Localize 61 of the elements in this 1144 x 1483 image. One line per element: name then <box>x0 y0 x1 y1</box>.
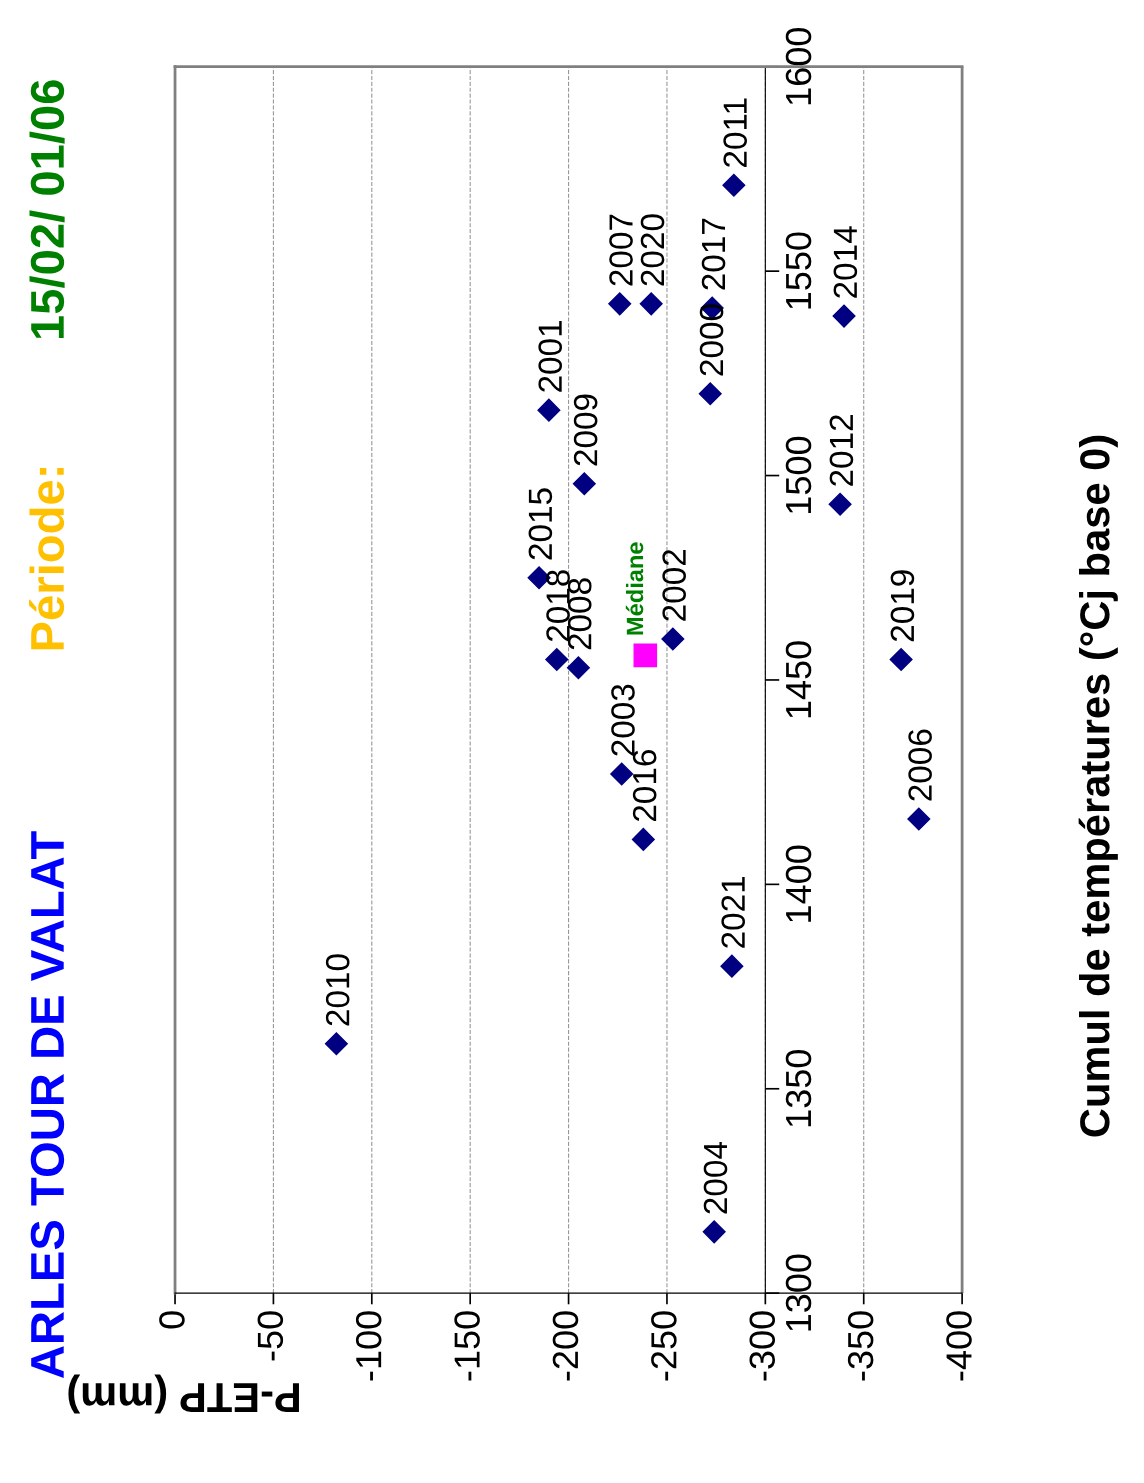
y-axis-title: Cumul de températures (°Cj base 0) <box>1078 435 1118 1137</box>
point <box>572 472 596 496</box>
annotation: 2006 <box>908 729 932 801</box>
annotation: 2019 <box>890 570 915 642</box>
annotation: 2007 <box>609 214 633 286</box>
point <box>722 173 746 197</box>
annotation: 2009 <box>573 394 598 466</box>
x-tick-label: -150 <box>454 1311 480 1381</box>
x-tick-label: -400 <box>946 1311 972 1381</box>
annotation: 2011 <box>723 98 747 167</box>
point <box>608 292 632 316</box>
annotation: 2015 <box>528 488 553 560</box>
point <box>661 627 685 651</box>
annotation: 2012 <box>829 415 854 486</box>
point <box>720 954 744 978</box>
point <box>639 292 663 316</box>
point <box>702 1220 726 1244</box>
x-tick-label: -250 <box>651 1311 677 1381</box>
point <box>633 643 658 668</box>
text: ARLES TOUR DE VALAT <box>30 831 65 1379</box>
point <box>545 648 569 672</box>
y-tick-label: 1600 <box>785 27 812 105</box>
y-tick-label: 1350 <box>785 1050 812 1127</box>
point <box>907 807 931 831</box>
annotation: 2016 <box>632 750 657 822</box>
x-tick-label: 0 <box>159 1311 185 1329</box>
x-tick-label: -100 <box>355 1311 382 1381</box>
annotation: 2004 <box>703 1142 728 1214</box>
y-tick-label: 1300 <box>785 1254 812 1331</box>
annotation: 2014 <box>833 226 858 298</box>
annotation: 2001 <box>538 320 563 392</box>
y-tick-label: 1450 <box>785 641 812 718</box>
x-tick-label: -50 <box>257 1311 284 1361</box>
point <box>566 656 590 680</box>
annotation: 2000 <box>699 304 724 376</box>
y-tick-label: 1550 <box>785 232 812 309</box>
point <box>828 492 852 516</box>
annotation: 2017 <box>701 218 726 290</box>
point <box>889 648 913 672</box>
x-tick-label: -200 <box>552 1311 579 1381</box>
annotation: 2008 <box>567 578 592 650</box>
annotation: 2003 <box>611 684 635 756</box>
annotation: 2018 <box>546 570 570 642</box>
point <box>631 827 655 851</box>
annotation: 2010 <box>325 954 350 1026</box>
x-axis-title: P-ETP (mm) <box>68 1374 299 1414</box>
point <box>832 304 856 328</box>
x-tick-label: -300 <box>749 1311 776 1381</box>
point <box>537 398 561 422</box>
point <box>610 762 634 786</box>
y-tick-label: 1400 <box>785 845 812 922</box>
annotation: 2020 <box>640 214 665 286</box>
point <box>324 1032 348 1056</box>
annotation: 2002 <box>662 549 686 621</box>
text: Période: <box>29 468 65 650</box>
text: Médiane <box>625 542 644 635</box>
text: 15/02/ 01/06 <box>29 80 65 339</box>
y-tick-label: 1500 <box>785 436 812 513</box>
x-tick-label: -350 <box>847 1311 874 1381</box>
annotation: 2021 <box>721 876 745 948</box>
point <box>698 382 722 406</box>
